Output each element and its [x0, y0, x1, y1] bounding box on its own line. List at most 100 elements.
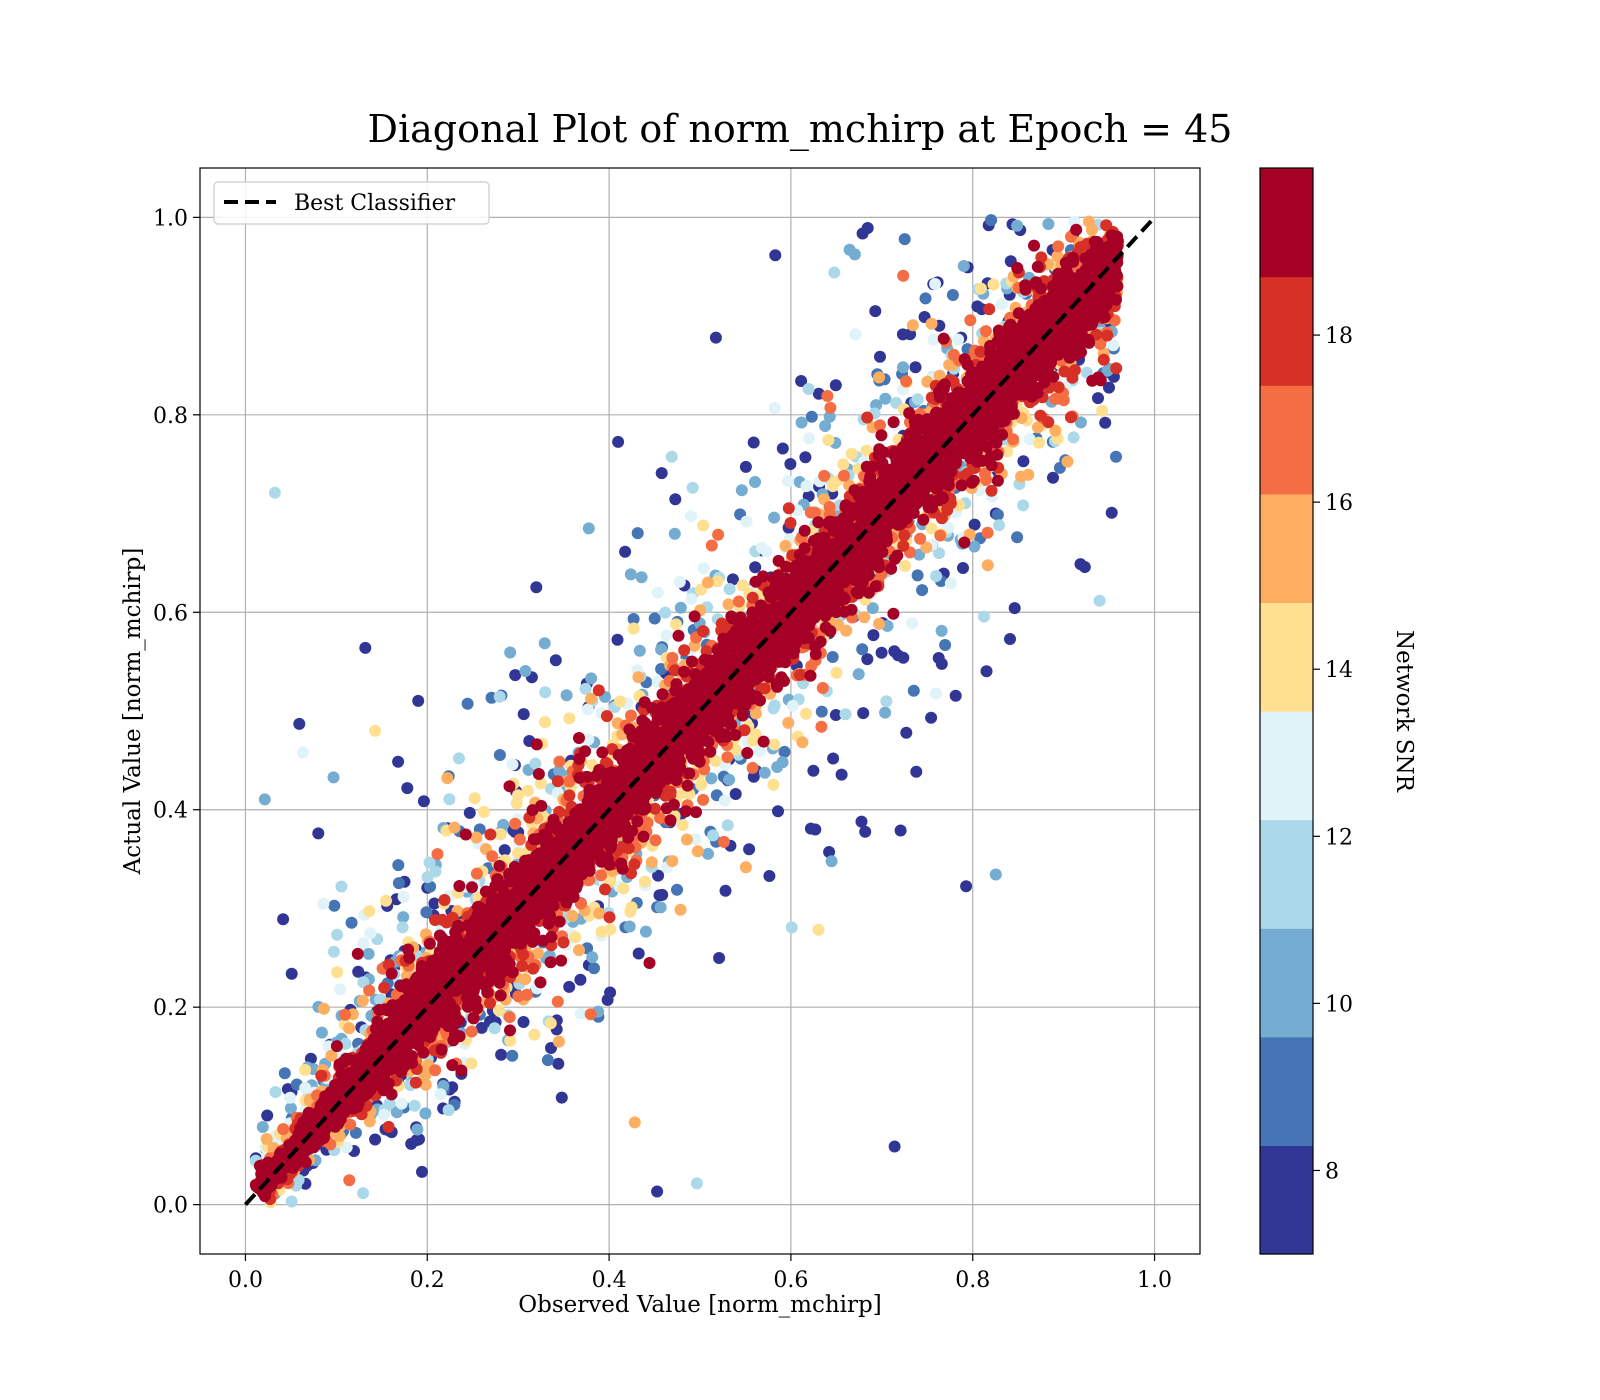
scatter-point	[655, 467, 668, 480]
scatter-point	[916, 584, 929, 597]
scatter-point	[652, 869, 665, 882]
scatter-point	[660, 629, 673, 642]
scatter-point	[749, 707, 762, 720]
scatter-point	[989, 868, 1002, 881]
scatter-point	[1047, 471, 1059, 484]
scatter-point	[979, 467, 991, 480]
scatter-point	[651, 1185, 664, 1198]
scatter-point	[861, 411, 874, 424]
scatter-point	[705, 539, 718, 552]
scatter-point	[412, 694, 425, 707]
scatter-point	[697, 519, 710, 532]
scatter-point	[331, 966, 344, 979]
scatter-point	[669, 493, 682, 506]
scatter-point	[655, 663, 668, 675]
scatter-point	[604, 986, 617, 999]
scatter-point	[343, 1174, 356, 1187]
scatter-point	[845, 447, 858, 460]
scatter-point	[383, 1097, 396, 1110]
scatter-point	[463, 806, 476, 819]
scatter-point	[1034, 409, 1047, 422]
scatter-point	[673, 575, 686, 588]
scatter-point	[339, 1008, 351, 1021]
scatter-point	[498, 844, 511, 857]
scatter-point	[419, 1069, 432, 1082]
scatter-point	[738, 724, 751, 737]
scatter-point	[1001, 445, 1014, 458]
scatter-point	[739, 861, 752, 874]
scatter-point	[434, 1088, 447, 1101]
scatter-point	[709, 755, 722, 767]
scatter-point	[795, 375, 808, 387]
scatter-point	[1011, 219, 1024, 232]
scatter-point	[1032, 436, 1045, 449]
scatter-point	[887, 416, 900, 429]
scatter-point	[423, 856, 436, 869]
scatter-point	[964, 314, 977, 327]
scatter-point	[1092, 392, 1104, 405]
scatter-point	[983, 303, 996, 316]
scatter-point	[670, 618, 682, 631]
scatter-point	[979, 325, 992, 338]
scatter-point	[465, 1025, 478, 1038]
scatter-point	[1105, 506, 1118, 519]
scatter-point	[897, 651, 910, 664]
scatter-point	[416, 1165, 428, 1178]
scatter-point	[822, 434, 835, 447]
scatter-point	[539, 716, 551, 729]
scatter-point	[429, 1064, 442, 1077]
scatter-point	[929, 278, 942, 290]
scatter-point	[933, 547, 946, 560]
scatter-point	[1035, 251, 1048, 264]
scatter-point	[680, 833, 693, 846]
scatter-point	[1082, 215, 1095, 228]
scatter-point	[719, 884, 732, 897]
scatter-point	[920, 541, 933, 554]
scatter-point	[815, 705, 828, 718]
scatter-point	[985, 484, 998, 497]
scatter-point	[428, 897, 441, 910]
scatter-point	[593, 907, 606, 920]
scatter-point	[475, 1021, 488, 1034]
scatter-point	[824, 401, 837, 414]
scatter-point	[768, 511, 781, 524]
scatter-point	[631, 527, 644, 540]
scatter-point	[378, 981, 391, 994]
scatter-point	[697, 562, 710, 575]
scatter-point	[829, 709, 842, 721]
scatter-point	[664, 789, 677, 802]
scatter-point	[378, 1108, 391, 1121]
scatter-point	[268, 486, 281, 499]
scatter-point	[396, 921, 409, 934]
scatter-point	[985, 214, 998, 227]
scatter-point	[772, 805, 784, 818]
scatter-point	[625, 901, 638, 914]
scatter-point	[470, 831, 483, 844]
scatter-point	[509, 669, 522, 682]
scatter-point	[643, 957, 656, 969]
scatter-point	[1103, 381, 1115, 394]
scatter-point	[786, 699, 799, 712]
scatter-point	[934, 529, 947, 542]
scatter-point	[768, 699, 781, 712]
scatter-point	[666, 651, 679, 664]
scatter-point	[345, 916, 358, 929]
scatter-point	[968, 518, 981, 531]
scatter-point	[632, 947, 645, 960]
scatter-point	[1066, 371, 1079, 384]
scatter-point	[344, 1118, 357, 1131]
scatter-point	[755, 541, 768, 554]
scatter-point	[671, 883, 683, 896]
scatter-point	[749, 728, 762, 741]
scatter-point	[413, 1133, 425, 1146]
scatter-point	[585, 672, 598, 685]
scatter-point	[1023, 433, 1036, 446]
scatter-point	[821, 390, 834, 402]
scatter-point	[569, 931, 582, 944]
scatter-point	[823, 846, 836, 858]
scatter-point	[897, 361, 909, 374]
scatter-point	[512, 990, 525, 1003]
scatter-point	[713, 952, 726, 964]
scatter-point	[628, 858, 641, 871]
scatter-point	[935, 657, 948, 670]
